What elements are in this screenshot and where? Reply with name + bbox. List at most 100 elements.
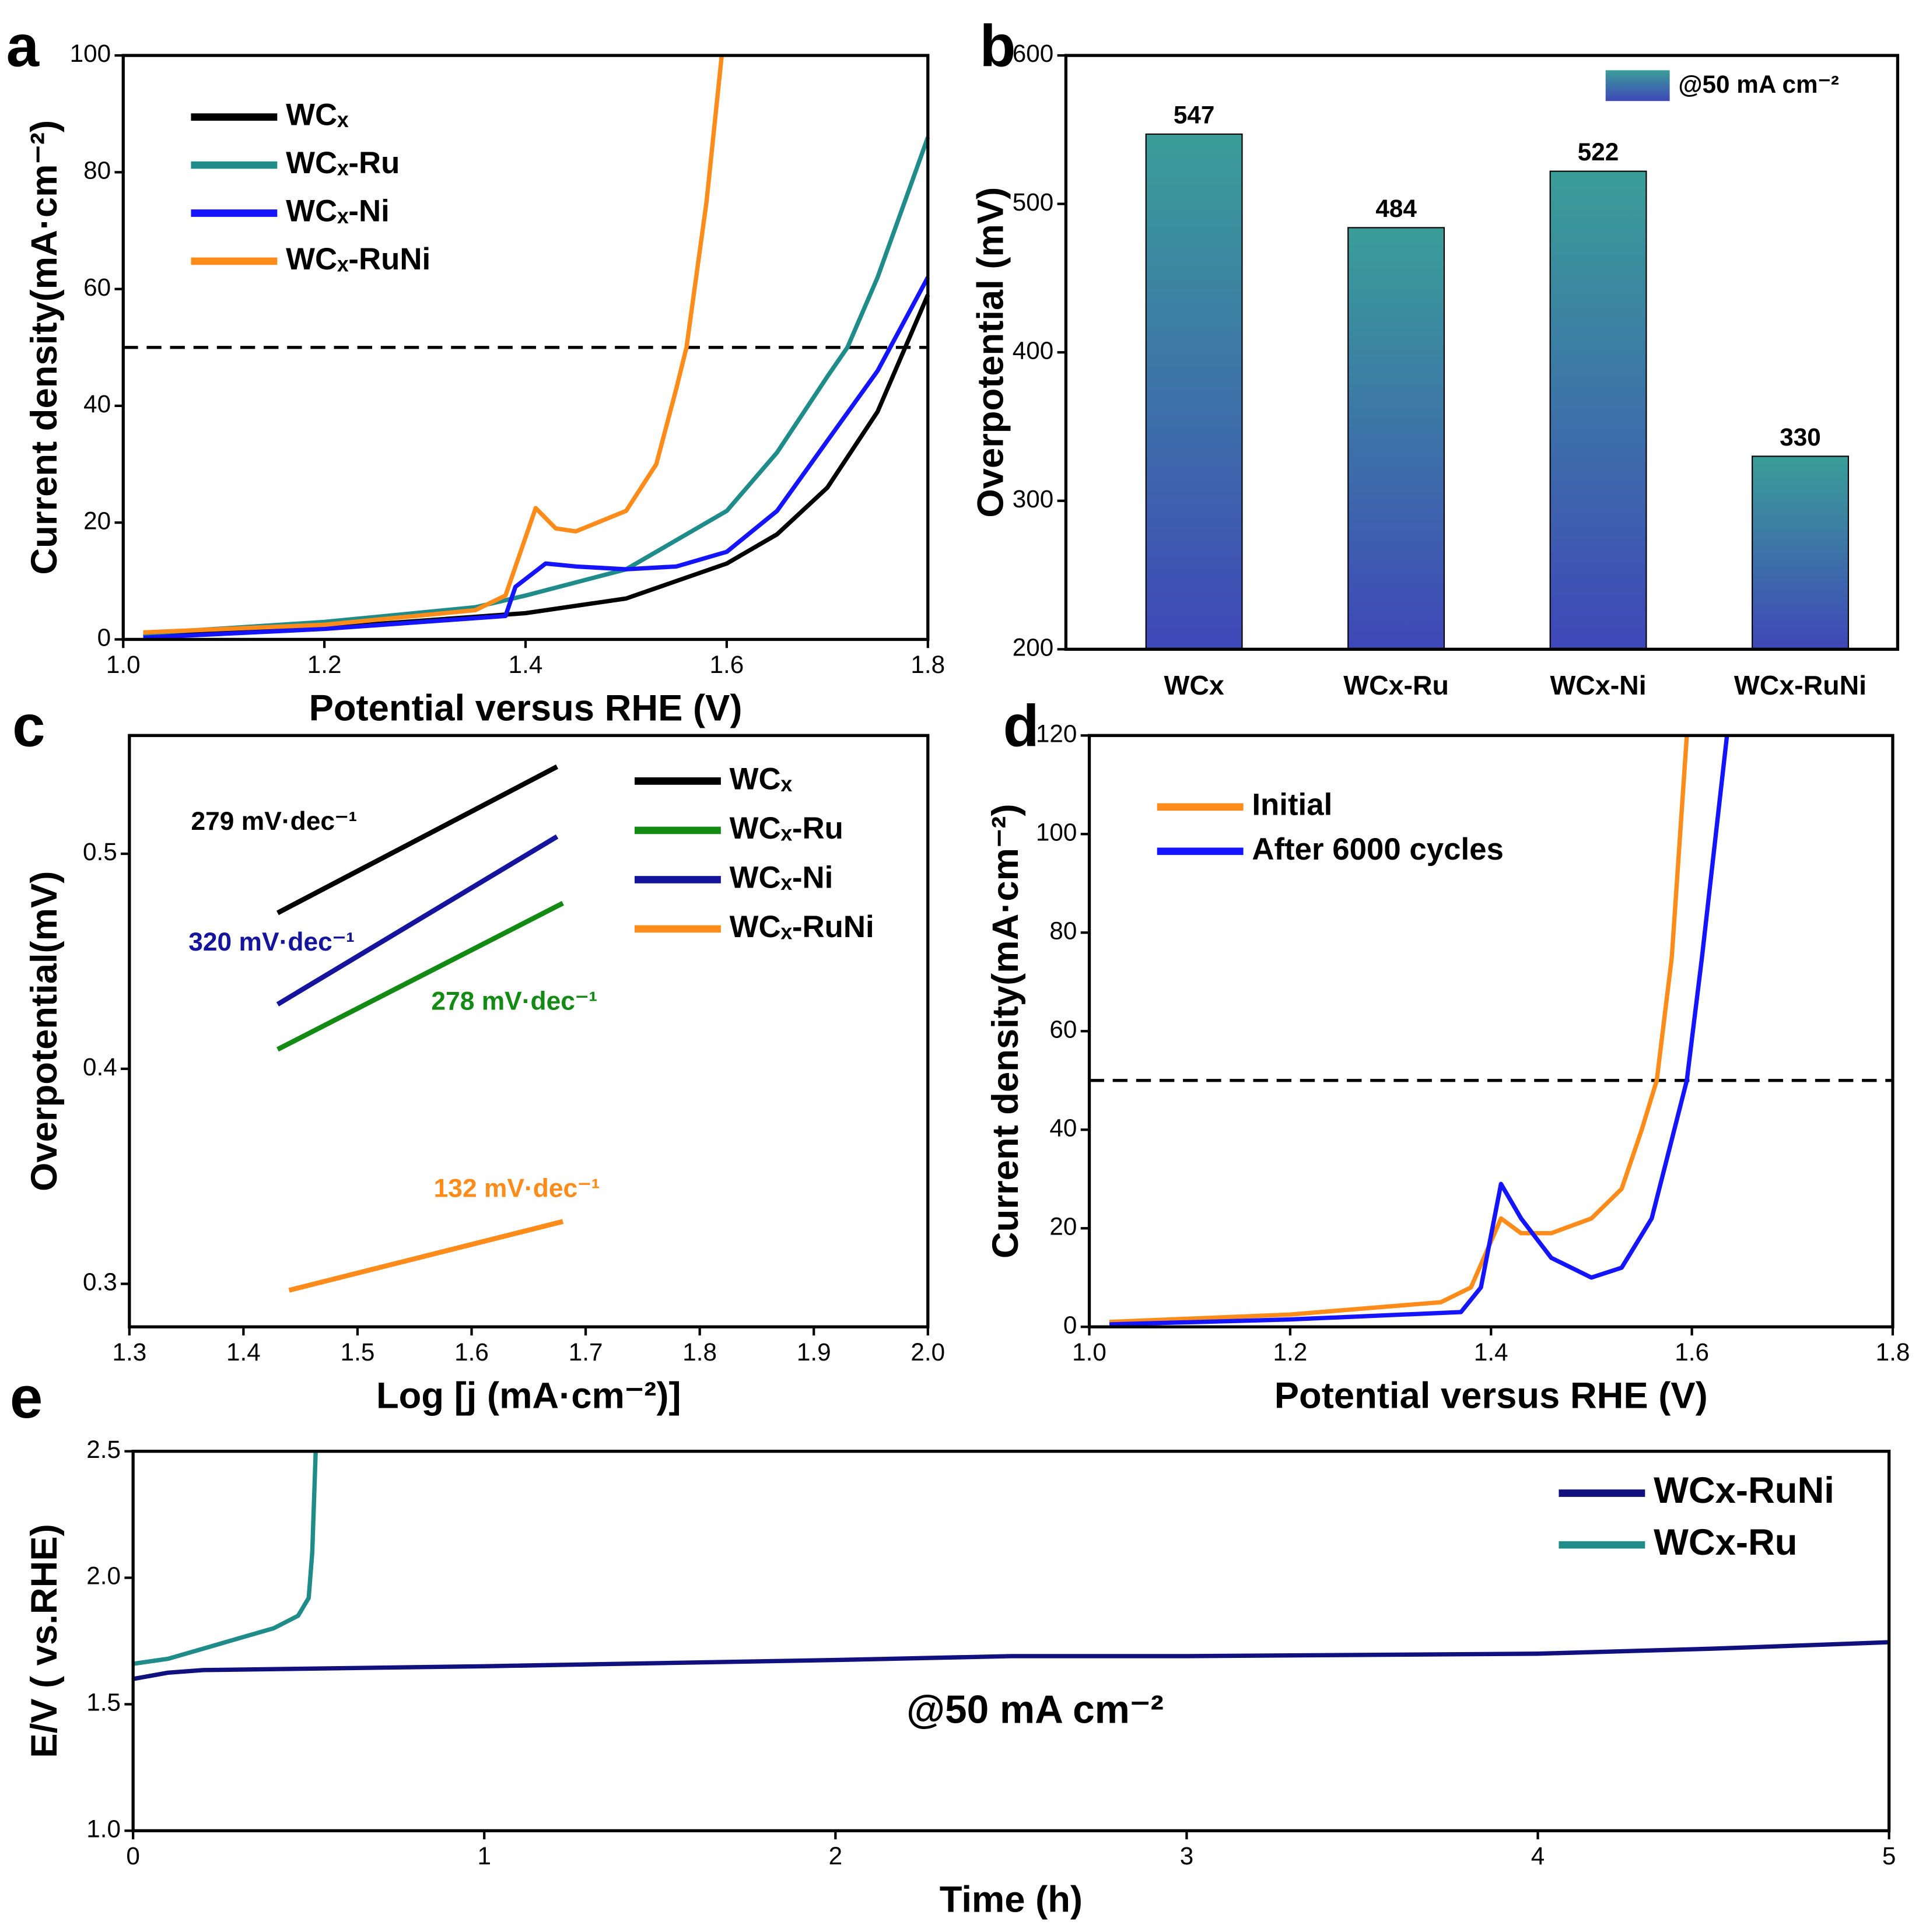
y-tick-label: 600 — [1013, 40, 1054, 67]
y-tick-label: 20 — [1049, 1212, 1077, 1240]
data-line — [1109, 735, 1689, 1324]
y-tick-label: 400 — [1013, 336, 1054, 364]
data-line — [1109, 735, 1729, 1327]
legend-label: WCₓ-RuNi — [286, 242, 430, 276]
y-tick-label: 0 — [1063, 1311, 1077, 1338]
y-tick-label: 40 — [83, 390, 111, 418]
value-label: 547 — [1174, 101, 1215, 129]
legend-label: WCₓ-Ni — [730, 860, 834, 895]
x-tick-label: 5 — [1882, 1842, 1896, 1870]
panel-label: e — [10, 1365, 43, 1430]
y-tick-label: 80 — [1049, 917, 1077, 944]
annotation: 320 mV·dec⁻¹ — [188, 928, 355, 956]
x-tick-label: 1.4 — [226, 1338, 261, 1366]
y-tick-label: 2.5 — [86, 1436, 121, 1463]
y-axis-title: Current density(mA·cm⁻²) — [24, 120, 65, 575]
x-tick-label: 1.0 — [1072, 1338, 1106, 1366]
data-line — [143, 276, 930, 640]
y-tick-label: 40 — [1049, 1114, 1077, 1141]
x-tick-label: WCx — [1164, 670, 1224, 700]
x-tick-label: 2.0 — [911, 1338, 945, 1366]
data-line — [276, 900, 564, 1052]
y-tick-label: 1.0 — [86, 1815, 121, 1842]
x-tick-label: 0 — [126, 1842, 140, 1870]
y-axis-title: Overpotential (mV) — [970, 187, 1011, 518]
legend-label: WCₓ-Ru — [730, 811, 843, 846]
annotation: @50 mA cm⁻² — [906, 1688, 1164, 1731]
y-tick-label: 0 — [97, 624, 111, 651]
legend-label: @50 mA cm⁻² — [1678, 71, 1839, 98]
x-tick-label: 1.6 — [454, 1338, 489, 1366]
data-line — [143, 55, 724, 635]
x-tick-label: 1.3 — [112, 1338, 146, 1366]
bar — [1549, 170, 1647, 650]
x-tick-label: 1.8 — [1876, 1338, 1910, 1366]
x-tick-label: 1.0 — [106, 651, 141, 678]
data-line — [132, 1640, 1889, 1681]
x-tick-label: 1.6 — [710, 651, 744, 678]
value-label: 522 — [1578, 138, 1619, 166]
x-tick-label: 2 — [829, 1842, 843, 1870]
x-axis-title: Potential versus RHE (V) — [309, 688, 743, 729]
x-tick-label: 1 — [478, 1842, 492, 1870]
x-tick-label: 1.4 — [1474, 1338, 1508, 1366]
y-tick-label: 20 — [83, 507, 111, 534]
plot-frame — [121, 54, 930, 641]
y-tick-label: 1.5 — [86, 1689, 121, 1716]
panel-label: d — [1003, 693, 1039, 759]
plot-frame — [1064, 54, 1900, 651]
value-label: 330 — [1780, 423, 1821, 451]
x-axis-title: Potential versus RHE (V) — [1274, 1376, 1708, 1416]
legend-label: WCₓ-Ni — [286, 194, 390, 228]
x-tick-label: 1.2 — [307, 651, 342, 678]
plot-frame — [131, 1450, 1891, 1832]
y-tick-label: 80 — [83, 157, 111, 184]
x-tick-label: 1.5 — [341, 1338, 375, 1366]
x-tick-label: WCx-RuNi — [1734, 670, 1867, 700]
x-tick-label: 1.7 — [569, 1338, 603, 1366]
data-line — [143, 136, 930, 636]
y-tick-label: 500 — [1013, 188, 1054, 216]
y-axis-title: Overpotential(mV) — [24, 871, 65, 1191]
annotation: 278 mV·dec⁻¹ — [431, 987, 597, 1015]
data-line — [132, 1451, 318, 1666]
x-tick-label: 1.8 — [682, 1338, 717, 1366]
value-label: 484 — [1375, 195, 1417, 222]
data-line — [276, 834, 559, 1007]
x-tick-label: 4 — [1531, 1842, 1545, 1870]
y-tick-label: 60 — [83, 274, 111, 301]
data-line — [288, 1219, 564, 1293]
legend-label: WCₓ — [730, 762, 793, 796]
y-tick-label: 300 — [1013, 485, 1054, 513]
legend-label: Initial — [1252, 788, 1332, 822]
x-tick-label: WCx-Ni — [1550, 670, 1646, 700]
y-tick-label: 2.0 — [86, 1562, 121, 1590]
x-tick-label: 1.4 — [509, 651, 543, 678]
data-line — [276, 764, 559, 916]
bar — [1752, 455, 1849, 650]
bar — [1347, 227, 1445, 650]
y-tick-label: 200 — [1013, 634, 1054, 661]
y-axis-title: E/V ( vs.RHE) — [24, 1524, 65, 1758]
plot-frame — [128, 734, 930, 1328]
annotation: 279 mV·dec⁻¹ — [191, 807, 357, 836]
x-tick-label: WCx-Ru — [1343, 670, 1449, 700]
x-tick-label: 1.9 — [797, 1338, 831, 1366]
y-tick-label: 0.4 — [83, 1053, 117, 1081]
plot-frame — [1087, 734, 1895, 1328]
panel-label: b — [980, 13, 1016, 79]
panel-label: a — [6, 13, 40, 79]
y-tick-label: 120 — [1036, 720, 1077, 747]
legend-swatch — [1605, 70, 1670, 101]
y-tick-label: 100 — [1036, 818, 1077, 846]
annotation: 132 mV·dec⁻¹ — [434, 1174, 600, 1203]
legend-label: WCx-Ru — [1654, 1522, 1797, 1563]
legend-label: WCₓ-Ru — [286, 146, 400, 180]
x-tick-label: 1.6 — [1675, 1338, 1709, 1366]
y-axis-title: Current density(mA·cm⁻²) — [985, 804, 1026, 1258]
x-tick-label: 1.2 — [1273, 1338, 1308, 1366]
bar — [1145, 133, 1243, 650]
panel-label: c — [12, 693, 45, 759]
